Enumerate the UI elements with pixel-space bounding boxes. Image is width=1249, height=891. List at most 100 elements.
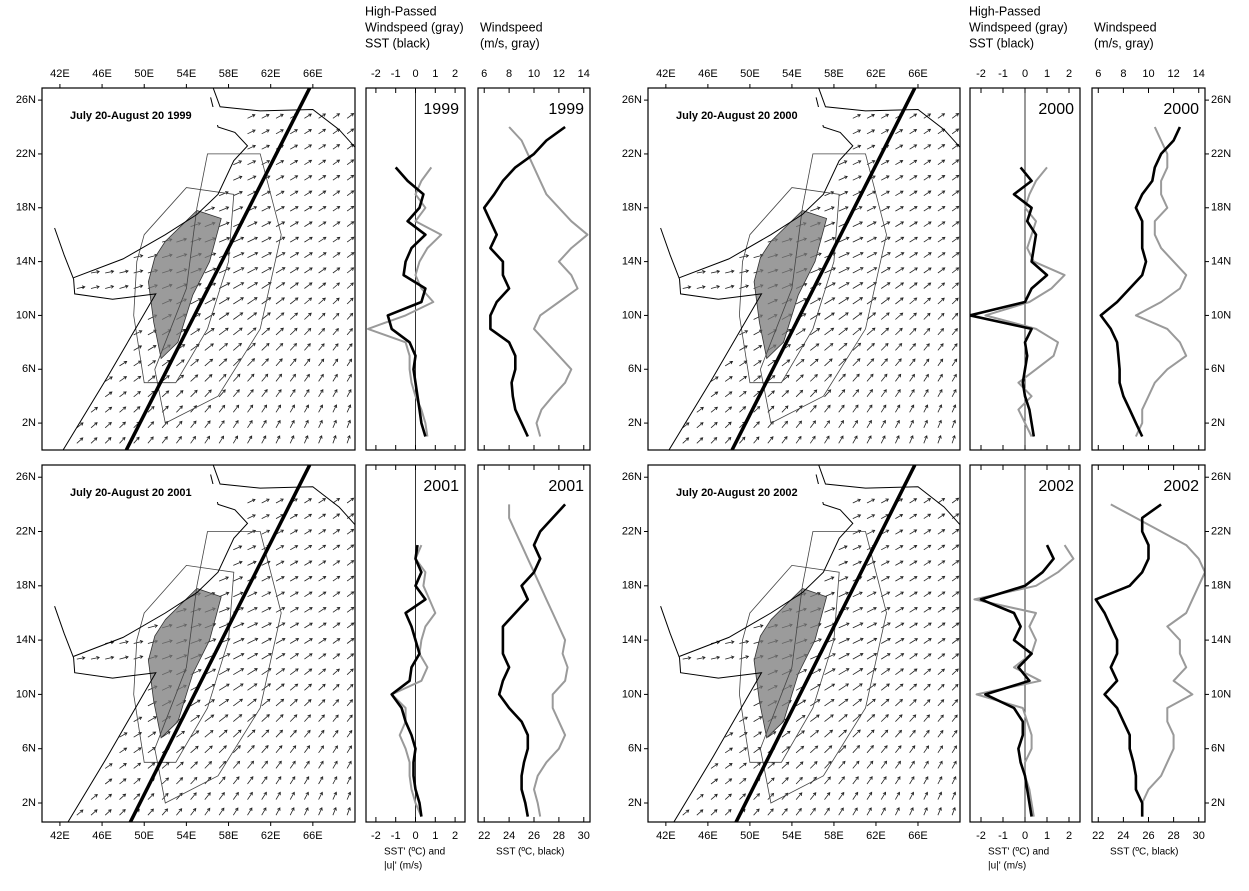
panel-frame bbox=[41, 87, 356, 451]
y-tick-label: 14N bbox=[16, 256, 36, 268]
transect bbox=[730, 88, 917, 450]
profile-line bbox=[367, 166, 443, 437]
y-tick-label: 2N bbox=[1211, 797, 1225, 809]
x-tick-label: 46E bbox=[92, 830, 112, 842]
y-tick-label: 14N bbox=[622, 256, 642, 268]
profile-line bbox=[984, 166, 1066, 437]
x-tick-label: 0 bbox=[412, 68, 418, 80]
x-tick-label: 0 bbox=[1022, 830, 1028, 842]
contour bbox=[133, 187, 235, 384]
contour bbox=[759, 153, 887, 424]
panel-header: Windspeed bbox=[1094, 20, 1157, 34]
profile-line bbox=[1094, 503, 1162, 817]
profile-line bbox=[497, 503, 567, 817]
y-tick-label: 10N bbox=[16, 688, 36, 700]
profile-line bbox=[1110, 503, 1205, 817]
y-tick-label: 14N bbox=[1211, 634, 1231, 646]
panel-frame bbox=[969, 87, 1081, 451]
year-label: 2001 bbox=[423, 478, 459, 495]
x-tick-label: 46E bbox=[92, 68, 112, 80]
panel-header: (m/s, gray) bbox=[1094, 36, 1154, 50]
profile-line bbox=[508, 504, 569, 817]
y-tick-label: 26N bbox=[622, 471, 642, 483]
x-tick-label: 26 bbox=[1142, 830, 1154, 842]
year-label: 2000 bbox=[1038, 101, 1074, 118]
profile-line bbox=[508, 126, 589, 437]
panel-frame bbox=[647, 464, 961, 823]
year-label: 2000 bbox=[1163, 101, 1199, 118]
panel-header: Windspeed bbox=[480, 20, 543, 34]
contour bbox=[154, 153, 282, 424]
x-tick-label: 8 bbox=[506, 68, 512, 80]
panel bbox=[367, 88, 443, 450]
y-tick-label: 10N bbox=[622, 688, 642, 700]
x-tick-label: 62E bbox=[261, 830, 281, 842]
y-tick-label: 2N bbox=[22, 417, 36, 429]
x-tick-label: 50E bbox=[134, 68, 154, 80]
x-tick-label: 62E bbox=[866, 68, 886, 80]
wind-vectors bbox=[682, 113, 960, 444]
x-tick-label: 2 bbox=[1066, 68, 1072, 80]
year-label: 2002 bbox=[1038, 478, 1074, 495]
profile-line bbox=[390, 544, 437, 817]
x-tick-label: 12 bbox=[1167, 68, 1179, 80]
panel-frame bbox=[1091, 87, 1206, 451]
transect bbox=[734, 465, 917, 822]
x-tick-label: 10 bbox=[1142, 68, 1154, 80]
x-tick-label: -1 bbox=[998, 68, 1008, 80]
x-axis-label: SST' (ºC) and bbox=[384, 847, 445, 858]
y-tick-label: 10N bbox=[622, 309, 642, 321]
map-title-bg bbox=[66, 484, 218, 502]
y-tick-label: 22N bbox=[1211, 525, 1231, 537]
panel bbox=[1099, 126, 1188, 438]
panel bbox=[970, 88, 1066, 450]
x-tick-label: 50E bbox=[134, 830, 154, 842]
panel bbox=[1094, 503, 1205, 817]
map-title-bg bbox=[66, 107, 218, 125]
x-tick-label: 50E bbox=[740, 68, 760, 80]
panel-frame bbox=[477, 464, 591, 823]
year-label: 1999 bbox=[548, 101, 584, 118]
x-axis-label: SST (ºC, black) bbox=[1110, 847, 1178, 858]
x-tick-label: 2 bbox=[452, 68, 458, 80]
panel-frame bbox=[365, 464, 466, 823]
shaded-region bbox=[753, 588, 828, 739]
x-tick-label: 14 bbox=[578, 68, 590, 80]
panel-header: (m/s, gray) bbox=[480, 36, 540, 50]
contour bbox=[738, 564, 840, 763]
x-tick-label: 42E bbox=[656, 68, 676, 80]
panel bbox=[973, 465, 1075, 822]
x-tick-label: 66E bbox=[303, 68, 323, 80]
panel-frame bbox=[647, 87, 961, 451]
shaded-region bbox=[147, 588, 222, 739]
x-tick-label: 50E bbox=[740, 830, 760, 842]
profile-line bbox=[1134, 126, 1188, 437]
coastline bbox=[54, 227, 157, 450]
x-tick-label: 22 bbox=[1092, 830, 1104, 842]
y-tick-label: 14N bbox=[1211, 256, 1231, 268]
y-tick-label: 2N bbox=[1211, 417, 1225, 429]
y-tick-label: 22N bbox=[622, 148, 642, 160]
x-tick-label: 1 bbox=[1044, 68, 1050, 80]
coastline bbox=[679, 97, 854, 279]
x-tick-label: 12 bbox=[553, 68, 565, 80]
map-title-bg bbox=[672, 107, 824, 125]
panel-header: Windspeed (gray) bbox=[365, 20, 464, 34]
contour bbox=[154, 531, 282, 804]
x-tick-label: 58E bbox=[824, 68, 844, 80]
coastline bbox=[73, 474, 249, 657]
x-tick-label: -2 bbox=[976, 830, 986, 842]
coastline bbox=[212, 88, 355, 148]
coastline bbox=[679, 474, 854, 657]
y-tick-label: 18N bbox=[1211, 580, 1231, 592]
panel-frame bbox=[477, 87, 591, 451]
panel-header: High-Passed bbox=[365, 4, 437, 18]
coastline bbox=[818, 465, 960, 526]
x-tick-label: -1 bbox=[998, 830, 1008, 842]
x-tick-label: 26 bbox=[528, 830, 540, 842]
x-tick-label: 58E bbox=[824, 830, 844, 842]
year-label: 1999 bbox=[423, 101, 459, 118]
y-tick-label: 14N bbox=[16, 634, 36, 646]
panel-frame bbox=[1091, 464, 1206, 823]
y-tick-label: 2N bbox=[628, 797, 642, 809]
